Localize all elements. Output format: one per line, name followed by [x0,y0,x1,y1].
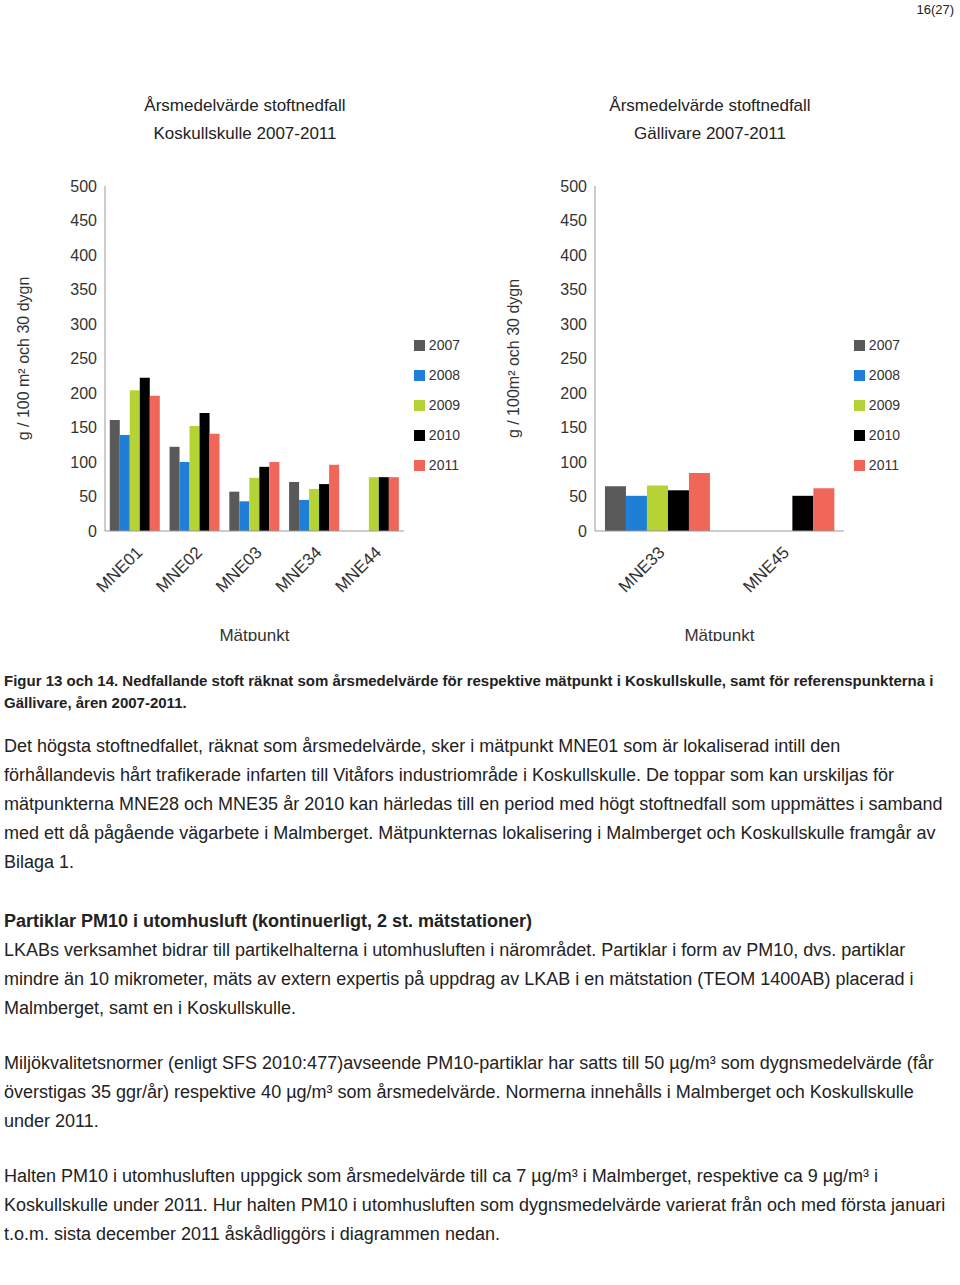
html-text:2011: 2011 [868,456,899,473]
svg-text:450: 450 [70,212,97,229]
svg-text:150: 150 [70,419,97,436]
svg-text:350: 350 [70,281,97,298]
svg-text:0: 0 [88,523,97,540]
svg-text:50: 50 [79,488,97,505]
html-text:2008: 2008 [428,366,460,383]
svg-text:150: 150 [560,419,587,436]
svg-text:250: 250 [560,350,587,367]
html-text:Figur 13 och 14. Nedfallande s: Figur 13 och 14. Nedfallande stoft räkna… [4,672,934,711]
html-text:Halten PM10 i utomhusluften up: Halten PM10 i utomhusluften uppgick som … [4,1166,946,1244]
svg-text:500: 500 [560,178,587,195]
svg-text:400: 400 [70,247,97,264]
svg-text:g / 100 m² och 30 dygn: g / 100 m² och 30 dygn [15,277,32,441]
svg-text:200: 200 [70,385,97,402]
html-text:2010: 2010 [868,426,900,443]
svg-text:400: 400 [560,247,587,264]
html-text:2009: 2009 [428,396,460,413]
svg-text:MNE01: MNE01 [93,543,147,597]
html-text:2007: 2007 [428,336,460,353]
html-text:16(27): 16(27) [916,2,954,17]
svg-text:0: 0 [578,523,587,540]
html-text:LKABs verksamhet bidrar till p: LKABs verksamhet bidrar till partikelhal… [4,940,914,1018]
svg-text:MNE02: MNE02 [152,543,206,597]
html-text:Årsmedelvärde stoftnedfall: Årsmedelvärde stoftnedfall [144,96,346,115]
svg-text:MNE34: MNE34 [272,543,326,597]
svg-text:250: 250 [70,350,97,367]
svg-text:350: 350 [560,281,587,298]
svg-text:100: 100 [70,454,97,471]
svg-text:MNE33: MNE33 [615,543,669,597]
svg-text:50: 50 [569,488,587,505]
html-text:2007: 2007 [868,336,900,353]
html-text:2011: 2011 [428,456,459,473]
html-text:Det högsta stoftnedfallet, räk: Det högsta stoftnedfallet, räknat som år… [4,736,943,872]
html-text:2009: 2009 [868,396,900,413]
svg-text:450: 450 [560,212,587,229]
svg-text:500: 500 [70,178,97,195]
html-text:Koskullskulle 2007-2011: Koskullskulle 2007-2011 [153,124,337,143]
svg-text:MNE44: MNE44 [332,543,386,597]
html-text:2010: 2010 [428,426,460,443]
html-text:Miljökvalitetsnormer (enligt S: Miljökvalitetsnormer (enligt SFS 2010:47… [4,1053,934,1131]
svg-text:Mätpunkt: Mätpunkt [684,626,754,641]
svg-text:300: 300 [560,316,587,333]
html-text:Gällivare 2007-2011: Gällivare 2007-2011 [634,124,786,143]
svg-text:200: 200 [560,385,587,402]
svg-text:MNE45: MNE45 [739,543,793,597]
svg-text:100: 100 [560,454,587,471]
svg-text:Mätpunkt: Mätpunkt [219,626,289,641]
html-text:Årsmedelvärde stoftnedfall: Årsmedelvärde stoftnedfall [609,96,811,115]
svg-text:MNE03: MNE03 [212,543,266,597]
html-text:2008: 2008 [868,366,900,383]
svg-text:300: 300 [70,316,97,333]
svg-text:g / 100m² och 30 dygn: g / 100m² och 30 dygn [505,279,522,438]
html-text:Partiklar PM10 i utomhusluft (: Partiklar PM10 i utomhusluft (kontinuerl… [4,911,533,931]
